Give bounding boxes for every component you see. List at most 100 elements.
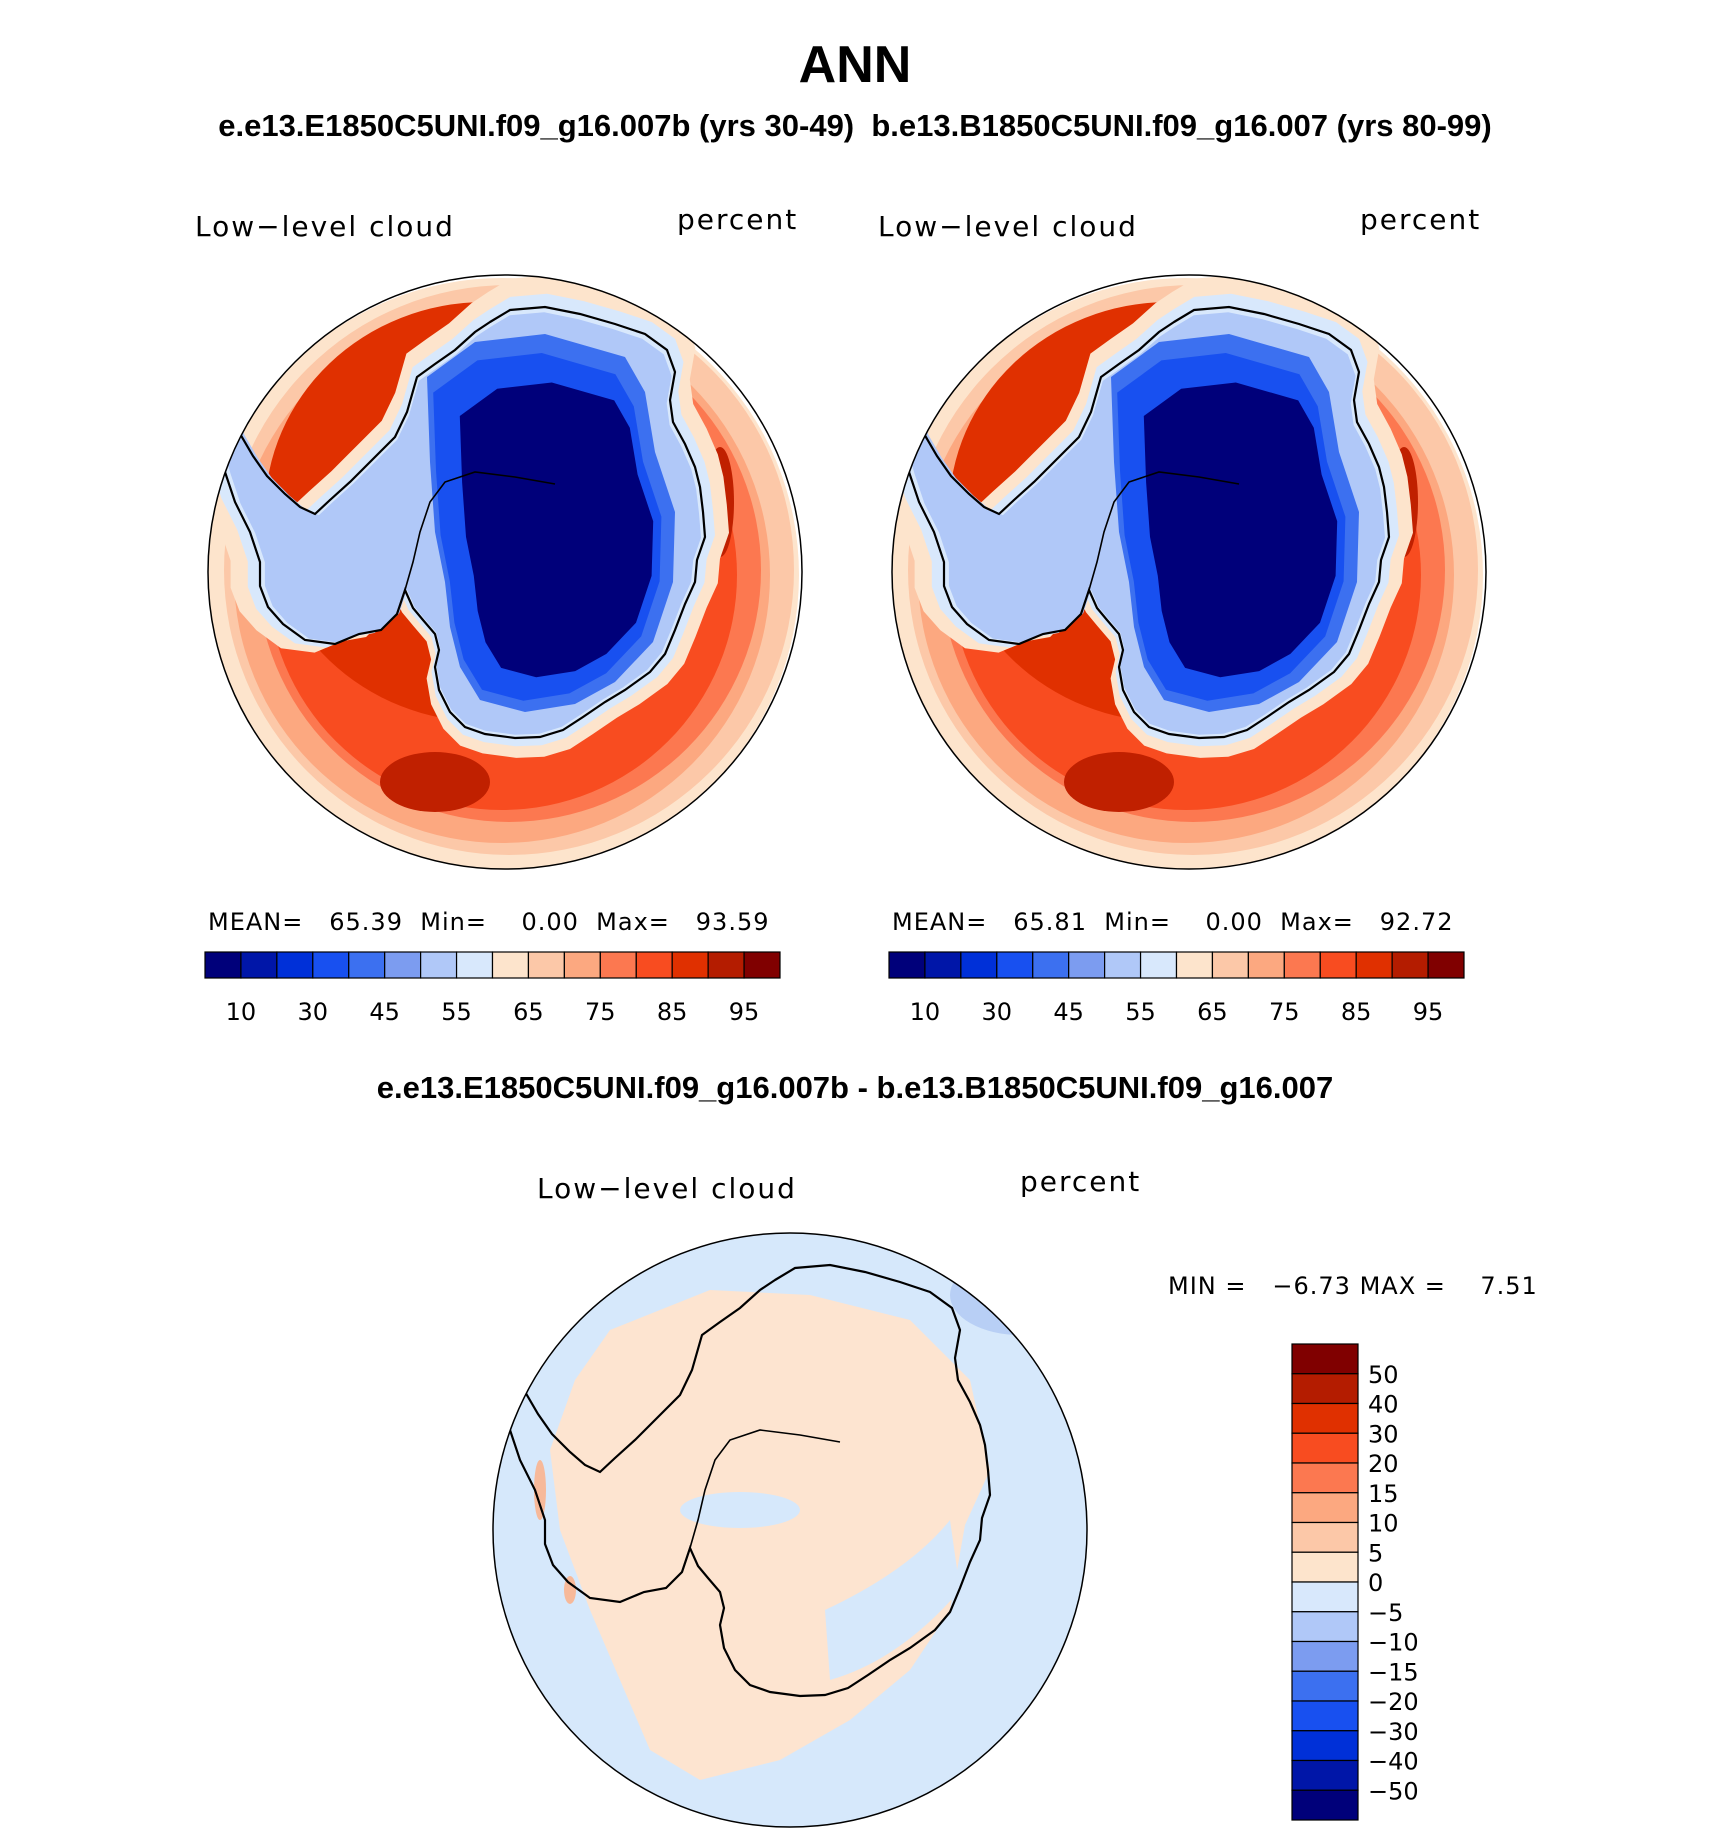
- panel2-map-coastline: [895, 305, 1391, 740]
- diff-colorbar-tick-label: −15: [1368, 1658, 1419, 1686]
- panel1-mean-label: MEAN=: [208, 908, 304, 936]
- panel2-colorbar-tick-label: 55: [1125, 998, 1156, 1026]
- diff-map-contour-band: [550, 1290, 990, 1780]
- panel2-map-contour-band: [1064, 752, 1174, 812]
- panel2-colorbar-tick-label: 45: [1053, 998, 1084, 1026]
- diff-colorbar-tick-label: 5: [1368, 1539, 1383, 1567]
- diff-colorbar-swatch: [1291, 1611, 1359, 1643]
- panel2-map-contour-band: [918, 307, 1454, 843]
- panel1-colorbar-swatch: [563, 951, 601, 979]
- panel2-map-contour-band: [949, 302, 1389, 722]
- diff-colorbar-tick-label: −40: [1368, 1748, 1419, 1776]
- panel1-colorbar-swatch: [240, 951, 278, 979]
- panel1-colorbar-tick-label: 30: [298, 998, 329, 1026]
- panel1-colorbar-swatch: [491, 951, 530, 979]
- panel1-map-coastline: [211, 305, 707, 740]
- panel1-colorbar-tick-label: 95: [729, 998, 760, 1026]
- panel2-colorbar-swatch: [1175, 951, 1214, 979]
- panel1-map-border: [207, 274, 803, 870]
- panel1-colorbar-swatch: [635, 951, 673, 979]
- panel1-map-contour-band: [459, 382, 654, 678]
- diff-colorbar-tick-label: 50: [1368, 1361, 1399, 1389]
- diff-colorbar-tick-label: −5: [1368, 1599, 1403, 1627]
- panel1-max-label: Max=: [596, 908, 670, 936]
- panel2-colorbar-swatch: [1104, 951, 1142, 979]
- panel2-map-contour-band: [1159, 314, 1249, 346]
- panel2-colorbar-swatch: [1427, 951, 1465, 979]
- panel2-min: 0.00: [1205, 908, 1263, 936]
- diff-colorbar-tick-label: −10: [1368, 1629, 1419, 1657]
- panel2-colorbar-tick-label: 75: [1269, 998, 1300, 1026]
- panel2-map-contour-band: [941, 318, 1445, 822]
- diff-stats: MIN = −6.73 MAX = 7.51: [1168, 1272, 1538, 1300]
- panel1-map-contour-band: [234, 307, 770, 843]
- panel1-colorbar-tick-label: 75: [585, 998, 616, 1026]
- panel2-colorbar-swatch: [1068, 951, 1106, 979]
- panel1-stats: MEAN= 65.39 Min= 0.00 Max= 93.59: [208, 908, 770, 936]
- diff-colorbar-tick-label: 40: [1368, 1391, 1399, 1419]
- diff-colorbar-tick-label: −50: [1368, 1777, 1419, 1805]
- panel2-colorbar-swatch: [1032, 951, 1070, 979]
- panel1-map-coastline: [404, 471, 556, 591]
- panel1-colorbar-tick-label: 45: [369, 998, 400, 1026]
- diff-colorbar-swatch: [1291, 1700, 1359, 1732]
- diff-colorbar-tick-label: 30: [1368, 1420, 1399, 1448]
- diff-min-label: MIN =: [1168, 1272, 1247, 1300]
- panel2-mean: 65.81: [1013, 908, 1087, 936]
- panel1-colorbar-swatch: [348, 951, 386, 979]
- diff-map-contour-band: [493, 1233, 1087, 1827]
- diff-max: 7.51: [1480, 1272, 1538, 1300]
- diff-colorbar-tick-label: 10: [1368, 1510, 1399, 1538]
- diff-colorbar-swatch: [1291, 1551, 1359, 1583]
- panel1-variable: Low−level cloud: [195, 210, 455, 243]
- panel1-colorbar-swatch: [743, 951, 781, 979]
- panel1-map-contour-band: [433, 353, 662, 701]
- panel2-colorbar-swatch: [996, 951, 1034, 979]
- panel2-colorbar-swatch: [1247, 951, 1285, 979]
- diff-map-coastline: [689, 1429, 841, 1549]
- panel1-map-contour-band: [265, 302, 705, 722]
- panel2-colorbar-swatch: [1391, 951, 1429, 979]
- panel1-colorbar-swatch: [384, 951, 422, 979]
- diff-variable: Low−level cloud: [537, 1172, 797, 1205]
- diff-colorbar-swatch: [1291, 1432, 1359, 1464]
- case-subtitle-left: e.e13.E1850C5UNI.f09_g16.007b (yrs 30-49…: [218, 108, 855, 143]
- panel2-colorbar-tick-label: 10: [910, 998, 941, 1026]
- panel1-map-contour-band: [267, 340, 737, 810]
- panel2-map-contour-band: [1117, 353, 1346, 701]
- panel1-map-contour-band: [208, 275, 729, 758]
- panel2-map-contour-band: [892, 275, 1413, 758]
- diff-map-contour-band: [534, 1460, 546, 1520]
- panel1-mean: 65.39: [329, 908, 403, 936]
- panel2-max-label: Max=: [1280, 908, 1354, 936]
- panel2-colorbar-swatch: [1211, 951, 1249, 979]
- panel2-colorbar-swatch: [1355, 951, 1393, 979]
- panel2-colorbar-tick-label: 95: [1413, 998, 1444, 1026]
- panel1-colorbar-swatch: [599, 951, 637, 979]
- panel1-map-contour-band: [218, 312, 702, 735]
- panel1-colorbar-swatch: [707, 951, 745, 979]
- diff-colorbar-swatch: [1291, 1789, 1359, 1821]
- diff-map-contour-band: [564, 1576, 576, 1604]
- panel2-map-coastline: [1088, 471, 1240, 591]
- panel2-map-contour-band: [1111, 334, 1359, 712]
- panel2-colorbar-swatch: [1139, 951, 1178, 979]
- panel1-map-contour-band: [706, 447, 734, 557]
- panel1-map-contour-band: [427, 334, 675, 712]
- panel1-colorbar-swatch: [671, 951, 709, 979]
- diff-colorbar-swatch: [1291, 1640, 1359, 1672]
- diff-colorbar-swatch: [1291, 1402, 1359, 1434]
- panel1-map-contour-band: [380, 752, 490, 812]
- panel1-max: 93.59: [695, 908, 770, 936]
- diff-colorbar-tick-label: 20: [1368, 1450, 1399, 1478]
- diff-colorbar-swatch: [1291, 1343, 1359, 1375]
- panel1-colorbar-tick-label: 85: [657, 998, 688, 1026]
- diff-title: e.e13.E1850C5UNI.f09_g16.007b - b.e13.B1…: [376, 1070, 1334, 1105]
- diff-colorbar-tick-label: 0: [1368, 1569, 1383, 1597]
- diff-colorbar-tick-label: −20: [1368, 1688, 1419, 1716]
- diff-map-coastline: [496, 1263, 992, 1698]
- diff-colorbar-swatch: [1291, 1373, 1359, 1405]
- page-title: ANN: [798, 36, 912, 94]
- panel2-map-contour-band: [908, 285, 1478, 855]
- panel1-colorbar-tick-label: 55: [441, 998, 472, 1026]
